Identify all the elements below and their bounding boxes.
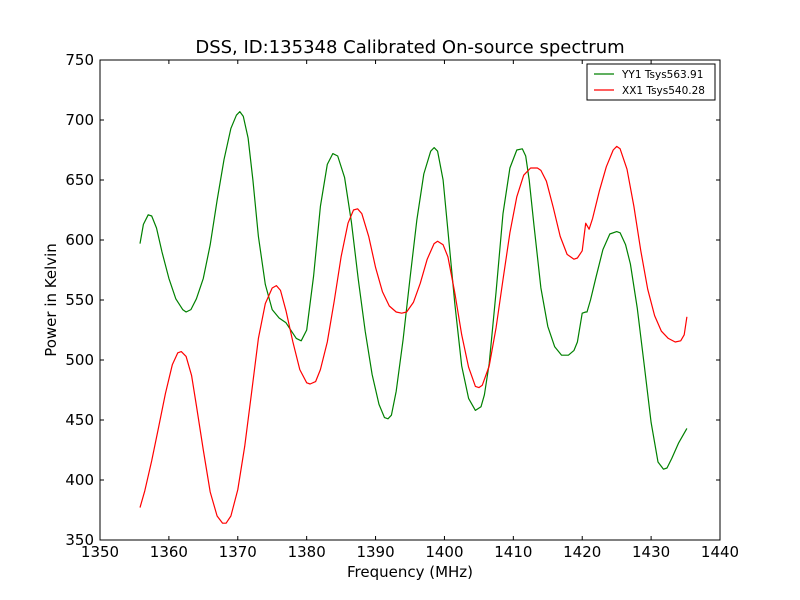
y-tick-label: 550 <box>65 291 94 309</box>
y-tick-label: 500 <box>65 351 94 369</box>
y-tick-label: 350 <box>65 531 94 549</box>
ticks-layer: 1350 1360 1370 1380 1390 1400 1410 1420 1430 1440… <box>65 51 739 561</box>
y-tick-label: 750 <box>65 51 94 69</box>
y-tick-label: 600 <box>65 231 94 249</box>
x-tick-label: 1390 <box>356 543 394 561</box>
legend-label-yy1: YY1 Tsys563.91 <box>621 69 703 81</box>
chart-title: DSS, ID:135348 Calibrated On-source spec… <box>195 37 624 58</box>
legend: YY1 Tsys563.91 XX1 Tsys540.28 <box>586 63 716 101</box>
legend-box <box>586 63 716 101</box>
y-tick-label: 650 <box>65 171 94 189</box>
series-line-yy1 <box>139 110 688 470</box>
x-tick-label: 1350 <box>81 543 119 561</box>
y-axis-label: Power in Kelvin <box>42 243 60 357</box>
x-tick-label: 1420 <box>563 543 601 561</box>
x-tick-label: 1360 <box>150 543 188 561</box>
x-tick-label: 1380 <box>288 543 326 561</box>
x-tick-label: 1430 <box>632 543 670 561</box>
x-tick-label: 1440 <box>701 543 739 561</box>
x-tick-label: 1370 <box>219 543 257 561</box>
y-tick-label: 450 <box>65 411 94 429</box>
y-tick-label: 400 <box>65 471 94 489</box>
series-layer <box>139 110 688 524</box>
x-axis-label: Frequency (MHz) <box>347 563 473 581</box>
x-tick-label: 1410 <box>494 543 532 561</box>
x-tick-label: 1400 <box>425 543 463 561</box>
y-tick-label: 700 <box>65 111 94 129</box>
series-line-xx1 <box>139 145 688 524</box>
legend-label-xx1: XX1 Tsys540.28 <box>622 85 705 97</box>
